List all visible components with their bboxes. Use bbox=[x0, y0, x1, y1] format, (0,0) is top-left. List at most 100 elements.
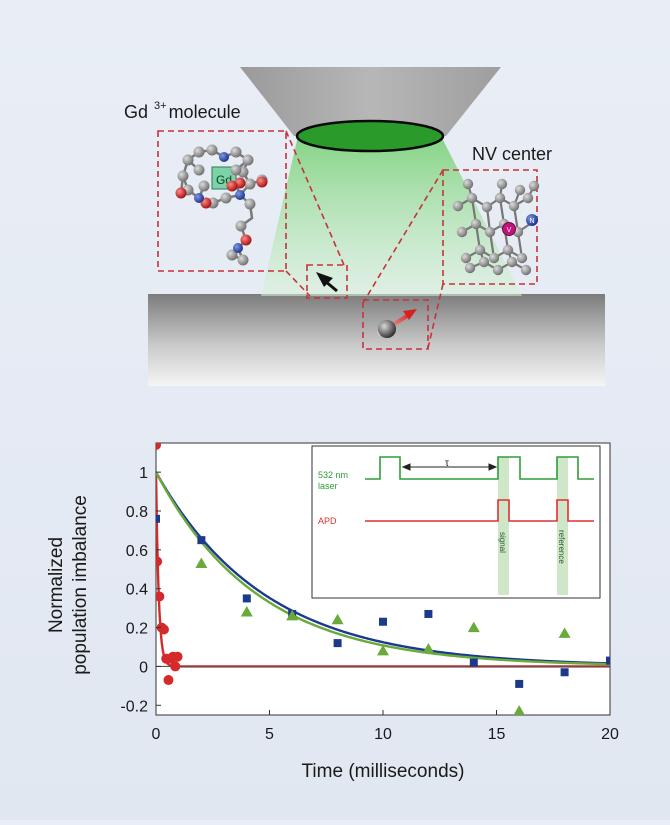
nitrogen-atom bbox=[526, 214, 538, 226]
reference-window bbox=[557, 457, 568, 595]
lattice-atom bbox=[494, 192, 506, 204]
tau-arrow bbox=[401, 463, 498, 471]
vacancy-atom bbox=[502, 222, 516, 236]
data-point-circle bbox=[156, 443, 161, 450]
y-tick-label: 1 bbox=[139, 465, 148, 482]
lattice-atom bbox=[452, 200, 464, 212]
gd-molecule-model: Gd bbox=[175, 144, 268, 266]
data-point-circle bbox=[172, 651, 183, 662]
carbon-atom bbox=[182, 154, 194, 166]
laser-pulse-trace bbox=[365, 456, 594, 480]
data-point-square bbox=[242, 594, 251, 603]
carbon-atom bbox=[242, 154, 254, 166]
y-tick-label: -0.2 bbox=[120, 698, 148, 715]
data-point-triangle bbox=[513, 705, 525, 715]
gd-molecule-box bbox=[157, 130, 287, 272]
data-point-triangle bbox=[467, 621, 480, 633]
y-tick-label: 0.8 bbox=[126, 504, 148, 521]
oxygen-atom bbox=[175, 187, 187, 199]
nv-lattice-model: V N bbox=[452, 178, 540, 276]
microscope-diagram: Gd 3+ molecule NV center Gd bbox=[124, 67, 605, 386]
lattice-atom bbox=[474, 244, 486, 256]
diamond-surface bbox=[148, 294, 605, 386]
lattice-atom bbox=[462, 178, 474, 190]
tau-label: τ bbox=[445, 458, 449, 469]
lattice-atom bbox=[460, 252, 472, 264]
zoom-lines bbox=[285, 130, 444, 349]
lattice-atom bbox=[506, 256, 518, 268]
lattice-atom bbox=[478, 256, 490, 268]
x-tick-label: 15 bbox=[488, 726, 506, 743]
y-tick-label: 0 bbox=[139, 659, 148, 676]
molecule-arrow-icon bbox=[316, 272, 338, 293]
data-point-triangle bbox=[422, 642, 435, 654]
lattice-atom bbox=[520, 264, 532, 276]
objective-lens bbox=[240, 67, 501, 136]
lattice-atom bbox=[488, 252, 500, 264]
data-point-circle bbox=[158, 624, 169, 635]
data-point-circle bbox=[156, 591, 165, 602]
lattice-atom bbox=[470, 218, 482, 230]
data-point-triangle bbox=[195, 557, 208, 568]
laser-label-line2: laser bbox=[318, 481, 338, 491]
gd-molecule-label: Gd 3+ molecule bbox=[124, 100, 241, 122]
data-point-square bbox=[424, 609, 433, 618]
decay-chart: -0.200.20.40.60.81 0 5 10 15 20 Time (millis… bbox=[46, 442, 619, 782]
apd-label: APD bbox=[318, 516, 337, 526]
oxygen-atom bbox=[240, 234, 252, 246]
data-point-square bbox=[560, 668, 569, 677]
nv-center-box bbox=[442, 169, 538, 285]
y-axis-label-line2: population imbalance bbox=[70, 495, 91, 675]
vacancy-label: V bbox=[507, 227, 512, 234]
reference-label: reference bbox=[557, 530, 566, 564]
fit-curve bbox=[156, 471, 610, 665]
nitrogen-atom bbox=[233, 243, 243, 253]
nv-spin-icon bbox=[376, 309, 417, 338]
y-tick-label: 0.2 bbox=[126, 621, 148, 638]
lattice-atom bbox=[496, 178, 508, 190]
y-axis-label-line1: Normalized bbox=[46, 537, 67, 633]
carbon-atom bbox=[206, 144, 218, 156]
data-point-triangle bbox=[331, 613, 344, 625]
carbon-atom bbox=[193, 164, 205, 176]
x-tick-label: 10 bbox=[374, 726, 392, 743]
data-point-triangle bbox=[377, 644, 389, 656]
inset-frame bbox=[311, 445, 601, 599]
signal-window bbox=[498, 457, 509, 595]
nv-center-label: NV center bbox=[472, 144, 552, 164]
data-point-square bbox=[333, 639, 342, 648]
carbon-atom bbox=[177, 170, 189, 182]
pulse-sequence-inset: τ 532 nm laser APD signal reference bbox=[311, 445, 601, 599]
carbon-atom bbox=[235, 220, 247, 232]
signal-label: signal bbox=[498, 532, 507, 553]
lattice-atom bbox=[456, 226, 468, 238]
lattice-atom bbox=[466, 192, 478, 204]
data-point-square bbox=[379, 617, 387, 626]
carbon-atom bbox=[230, 164, 242, 176]
lattice-atom bbox=[481, 201, 493, 213]
molecule-position-box bbox=[306, 264, 348, 299]
lattice-atom bbox=[502, 244, 514, 256]
oxygen-atom bbox=[226, 180, 238, 192]
data-point-circle bbox=[163, 675, 174, 686]
carbon-atom bbox=[244, 198, 256, 210]
data-point-square bbox=[606, 656, 610, 665]
carbon-atom bbox=[244, 178, 256, 190]
data-point-square bbox=[156, 514, 160, 523]
carbon-atom bbox=[193, 146, 205, 158]
data-point-square bbox=[469, 658, 478, 667]
carbon-atom bbox=[198, 180, 210, 192]
carbon-atom bbox=[220, 192, 232, 204]
laser-beam bbox=[261, 136, 522, 296]
data-point-triangle bbox=[558, 627, 571, 638]
nitrogen-atom bbox=[219, 152, 229, 162]
data-point-square bbox=[515, 679, 524, 688]
lattice-atom bbox=[528, 180, 540, 192]
x-tick-label: 0 bbox=[152, 726, 161, 743]
nitrogen-atom bbox=[235, 190, 245, 200]
carbon-atom bbox=[226, 249, 238, 261]
data-point-triangle bbox=[286, 609, 299, 621]
lattice-atom bbox=[522, 192, 534, 204]
lattice-atom bbox=[464, 262, 476, 274]
x-tick-label: 20 bbox=[601, 726, 619, 743]
